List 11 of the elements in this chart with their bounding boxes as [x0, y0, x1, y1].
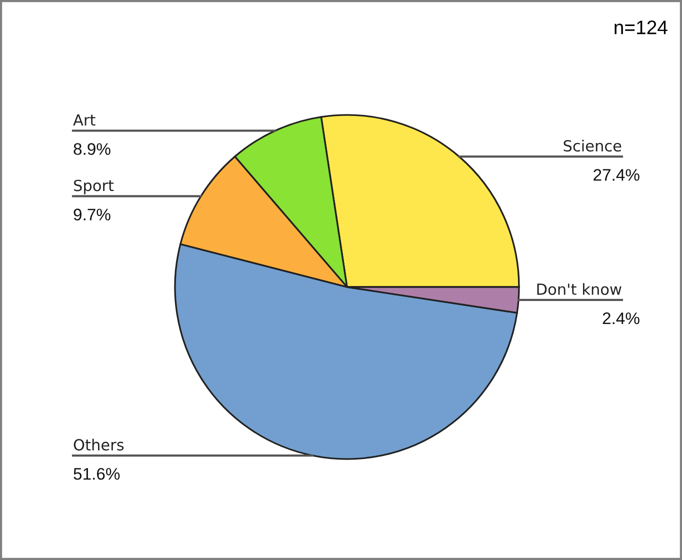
- slice-label: Others: [74, 438, 124, 451]
- data-label: 9.7%: [74, 208, 110, 220]
- data-label: 8.9%: [74, 143, 110, 155]
- slice-label: Sport: [74, 180, 114, 194]
- text: n=124: [614, 20, 668, 34]
- data-label: 51.6%: [74, 468, 120, 480]
- data-label: 27.4%: [594, 169, 640, 181]
- slice-label: Don't know: [537, 283, 622, 295]
- data-label: 2.4%: [602, 312, 640, 324]
- slice-label: Science: [564, 140, 622, 152]
- slice-label: Art: [73, 114, 96, 126]
